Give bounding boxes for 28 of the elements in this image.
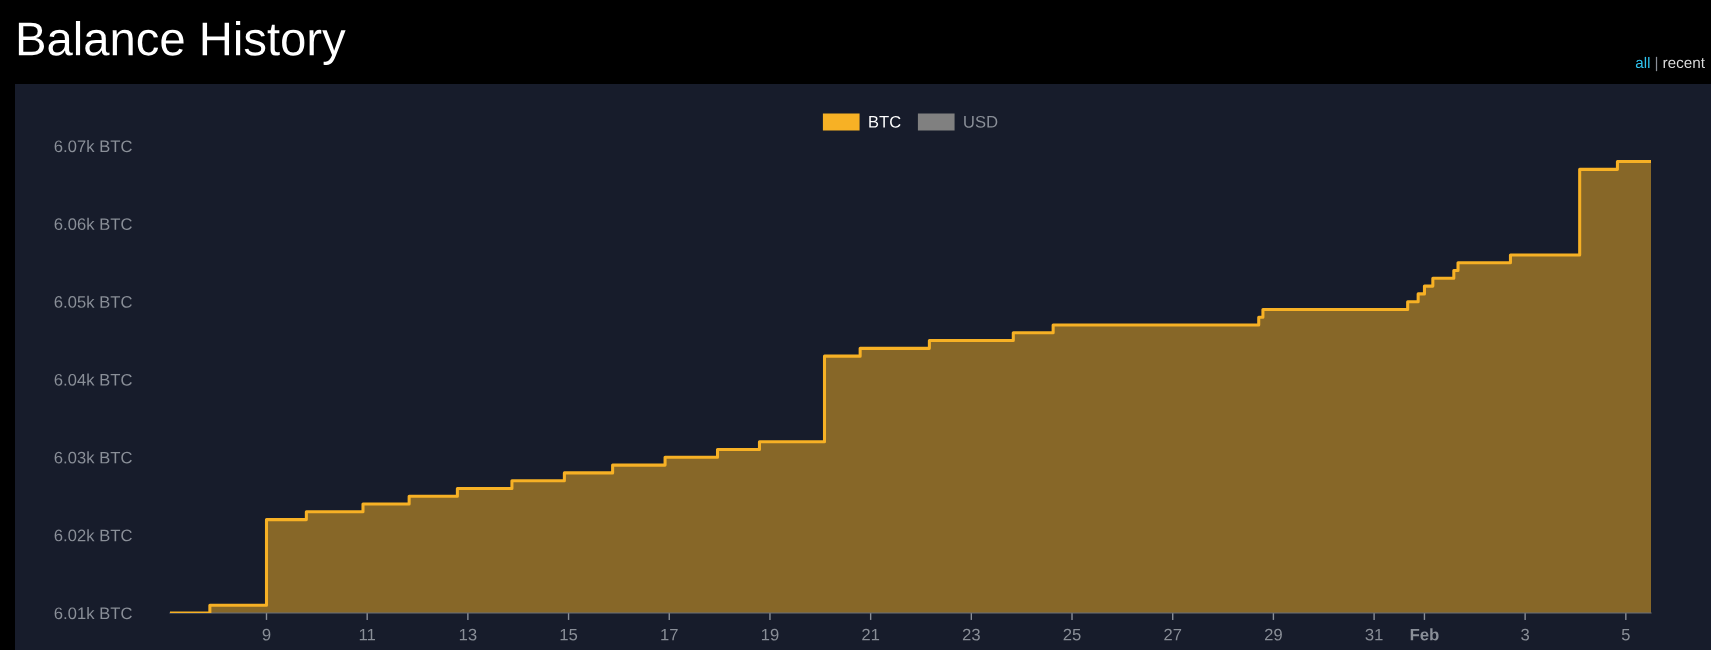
legend-label: USD — [964, 115, 998, 128]
x-tick-label: 19 — [761, 628, 779, 641]
y-tick-label: 6.03k BTC — [54, 451, 132, 464]
x-tick-label: 13 — [459, 628, 477, 641]
chart-title: Balance History — [18, 20, 346, 66]
x-tick-label: 23 — [962, 628, 980, 641]
x-tick-label: 11 — [359, 628, 376, 641]
y-tick-label: 6.07k BTC — [54, 139, 132, 153]
x-tick-label: 27 — [1164, 628, 1182, 641]
y-tick-label: 6.01k BTC — [54, 606, 132, 620]
x-tick-label: 31 — [1365, 628, 1383, 641]
x-tick-label: 29 — [1264, 628, 1282, 641]
y-tick-label: 6.05k BTC — [54, 295, 132, 308]
y-tick-label: 6.02k BTC — [54, 529, 132, 542]
text: all — [1635, 56, 1650, 69]
legend-label: BTC — [869, 115, 901, 128]
x-tick-label: 9 — [262, 628, 271, 641]
x-tick-label: Feb — [1410, 628, 1439, 641]
text: recent — [1663, 58, 1705, 69]
x-tick-label: 21 — [862, 628, 880, 641]
x-tick-label: 17 — [661, 628, 678, 641]
x-tick-label: 15 — [560, 628, 578, 641]
text: | — [1655, 56, 1658, 72]
y-tick-label: 6.04k BTC — [54, 373, 132, 386]
x-tick-label: 25 — [1063, 628, 1081, 641]
y-tick-label: 6.06k BTC — [54, 217, 132, 231]
x-tick-label: 3 — [1521, 628, 1530, 641]
x-tick-label: 5 — [1621, 628, 1630, 641]
